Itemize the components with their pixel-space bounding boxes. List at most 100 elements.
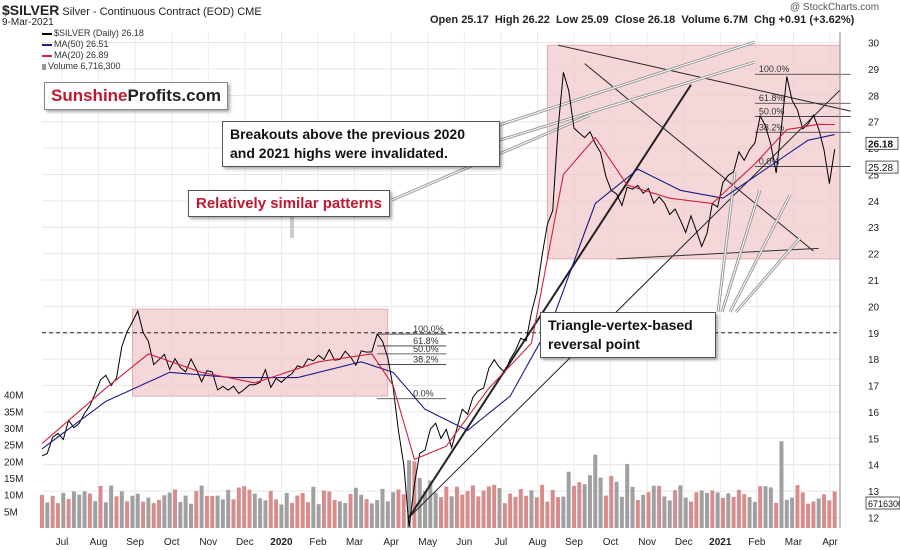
price-tag-box bbox=[865, 160, 899, 174]
volume-bar bbox=[359, 494, 364, 528]
volume-bar bbox=[673, 490, 678, 528]
volume-bar bbox=[465, 491, 470, 528]
volume-tick-label: 30M bbox=[4, 424, 23, 435]
volume-bar bbox=[247, 489, 252, 528]
volume-bar bbox=[454, 486, 459, 528]
volume-bar bbox=[178, 501, 183, 528]
volume-bar bbox=[71, 491, 76, 528]
volume-bar bbox=[146, 497, 151, 528]
pointer-breakout-2020-inner bbox=[483, 61, 756, 146]
volume-bar bbox=[50, 495, 55, 528]
volume-bar bbox=[167, 492, 172, 528]
volume-bar bbox=[577, 482, 582, 528]
volume-bar bbox=[529, 490, 534, 528]
trend-lines: 100.0%61.8%50.0%38.2%0.0%100.0%61.8%50.0… bbox=[290, 40, 851, 518]
volume-bar bbox=[204, 495, 209, 528]
x-tick-label: Dec bbox=[675, 537, 693, 548]
volume-bar bbox=[332, 500, 337, 528]
volume-bar bbox=[635, 500, 640, 528]
x-tick-label: Aug bbox=[90, 537, 108, 548]
fib-label: 50.0% bbox=[413, 344, 439, 354]
trendline-resistance-falling bbox=[584, 63, 814, 252]
volume-tick-label: 15M bbox=[4, 474, 23, 485]
volume-bar bbox=[779, 441, 784, 528]
volume-bar bbox=[55, 503, 60, 528]
volume-bar bbox=[220, 499, 225, 528]
trendline-bottom-dashed bbox=[616, 247, 819, 260]
chart-axes: 121314151617181920212223242526272829305M… bbox=[4, 32, 900, 548]
highlight-zone-1 bbox=[132, 308, 389, 397]
callout-triangle-vertex: Triangle-vertex-based reversal point bbox=[540, 312, 716, 358]
volume-bar bbox=[497, 488, 502, 528]
y-tick-label: 18 bbox=[868, 355, 880, 366]
volume-bar bbox=[657, 485, 662, 528]
volume-tick-label: 35M bbox=[4, 407, 23, 418]
ticker: $SILVER bbox=[2, 2, 60, 18]
y-tick-label: 29 bbox=[868, 65, 880, 76]
callout-similar-patterns: Relatively similar patterns bbox=[188, 190, 390, 217]
x-tick-label: 2020 bbox=[270, 537, 293, 548]
y-tick-label: 15 bbox=[868, 434, 880, 445]
volume-bar bbox=[811, 501, 816, 528]
volume-bar bbox=[726, 493, 731, 528]
volume-bar bbox=[683, 497, 688, 528]
x-tick-label: Mar bbox=[785, 537, 803, 548]
price-tag-box bbox=[865, 136, 899, 150]
exchange: CME bbox=[237, 6, 262, 18]
volume-bar bbox=[353, 487, 358, 528]
x-tick-label: 2021 bbox=[709, 537, 732, 548]
volume-bar bbox=[646, 492, 651, 528]
volume-bar bbox=[199, 485, 204, 528]
chart-legend: $SILVER (Daily) 26.18 MA(50) 26.51 MA(20… bbox=[42, 28, 144, 72]
volume-bar bbox=[561, 496, 566, 528]
volume-bar bbox=[295, 495, 300, 528]
volume-bar bbox=[173, 489, 177, 528]
volume-bar bbox=[337, 501, 342, 528]
volume-bar bbox=[87, 493, 92, 528]
price-tag: 25.28 bbox=[868, 163, 893, 174]
volume-bar bbox=[587, 475, 592, 528]
volume-bar bbox=[609, 475, 614, 528]
volume-bar bbox=[103, 502, 108, 528]
volume-bar bbox=[252, 493, 257, 528]
volume-bar bbox=[157, 499, 162, 528]
volume-bar bbox=[327, 491, 332, 528]
volume-bar bbox=[348, 493, 353, 528]
volume-bar bbox=[534, 497, 539, 528]
volume-bar bbox=[375, 500, 380, 528]
volume-bar bbox=[641, 494, 646, 528]
volume-bar bbox=[61, 492, 66, 528]
volume-bar bbox=[460, 494, 465, 528]
fib-label: 61.8% bbox=[413, 336, 439, 346]
volume-bar bbox=[470, 485, 475, 528]
volume-bar bbox=[93, 501, 98, 528]
price-tag: 26.18 bbox=[868, 139, 893, 150]
volume-bar bbox=[795, 485, 800, 528]
ohlc-readout: Open 25.17 High 26.22 Low 25.09 Close 26… bbox=[430, 14, 855, 26]
legend-ma20: MA(20) 26.89 bbox=[42, 50, 144, 61]
y-tick-label: 21 bbox=[868, 276, 880, 287]
volume-bar bbox=[279, 504, 284, 528]
y-tick-label: 19 bbox=[868, 329, 880, 340]
volume-bar bbox=[210, 495, 215, 528]
volume-bar bbox=[667, 500, 672, 528]
volume-bar bbox=[215, 495, 220, 528]
volume-bar bbox=[135, 493, 140, 528]
volume-bar bbox=[572, 485, 576, 528]
fib-label: 0.0% bbox=[759, 157, 780, 167]
y-tick-label: 16 bbox=[868, 408, 880, 419]
pointer-triangle-4-inner bbox=[735, 237, 801, 313]
volume-bar bbox=[758, 486, 763, 528]
volume-bar bbox=[502, 503, 507, 528]
volume-bar bbox=[545, 501, 550, 528]
x-tick-label: Nov bbox=[638, 537, 656, 548]
x-tick-label: Apr bbox=[383, 537, 399, 548]
fib-label: 38.2% bbox=[759, 122, 785, 132]
volume-bar bbox=[747, 496, 752, 528]
x-tick-label: Sep bbox=[565, 537, 583, 548]
legend-price: $SILVER (Daily) 26.18 bbox=[42, 28, 144, 39]
volume-bar bbox=[369, 503, 374, 528]
x-tick-label: May bbox=[418, 537, 437, 548]
volume-bar bbox=[188, 503, 193, 528]
